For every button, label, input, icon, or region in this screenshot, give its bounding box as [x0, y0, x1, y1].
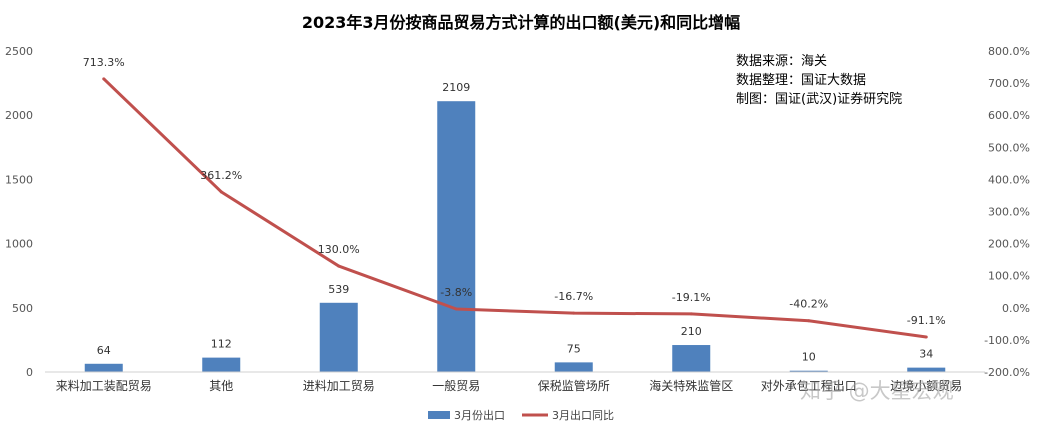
left-axis: 0 500 1000 1500 2000 2500 [5, 45, 33, 379]
bar [437, 101, 476, 372]
x-axis-tick-label: 一般贸易 [432, 378, 480, 393]
line-point [572, 311, 576, 315]
right-axis-tick-label: 600.0% [988, 109, 1030, 122]
bar-data-label: 539 [328, 283, 349, 296]
x-axis: 来料加工装配贸易 其他 进料加工贸易 一般贸易 保税监管场所 海关特殊监管区 对外承包工程出… [45, 371, 985, 393]
line-data-label: 130.0% [318, 243, 360, 256]
right-axis-tick-label: 700.0% [988, 77, 1030, 90]
line-data-label: 361.2% [200, 169, 242, 182]
line-series [102, 77, 928, 339]
source-notes: 数据来源：海关 数据整理：国证大数据 制图：国证(武汉)证券研究院 [736, 52, 902, 109]
bar [672, 345, 711, 372]
bar-data-label: 2109 [442, 81, 470, 94]
right-axis-tick-label: 0.0% [1002, 302, 1030, 315]
bar [202, 357, 241, 372]
source-note-1: 数据来源：海关 [736, 54, 828, 69]
bar-data-label: 34 [919, 348, 933, 361]
bar-data-labels: 64 112 539 2109 75 210 10 34 [97, 81, 934, 364]
line-data-label: -3.8% [440, 286, 472, 299]
left-axis-tick-label: 1500 [5, 173, 33, 186]
x-axis-tick-label: 保税监管场所 [538, 378, 610, 393]
line-point [219, 190, 223, 194]
legend-label-line: 3月出口同比 [552, 408, 614, 422]
line-point [337, 264, 341, 268]
bar-data-label: 75 [567, 342, 581, 355]
bar-data-label: 210 [681, 325, 702, 338]
right-axis: -200.0% -100.0% 0.0% 100.0% 200.0% 300.0% 400.… [984, 45, 1030, 379]
right-axis-tick-label: 300.0% [988, 206, 1030, 219]
x-axis-tick-label: 其他 [209, 379, 233, 393]
bar-data-label: 64 [97, 344, 111, 357]
right-axis-tick-label: 200.0% [988, 238, 1030, 251]
bar [319, 302, 358, 372]
watermark-text: 知乎 @大星宏观 [800, 379, 954, 403]
line-path [102, 77, 927, 339]
bar [84, 363, 123, 372]
legend: 3月份出口 3月出口同比 [428, 408, 614, 422]
right-axis-tick-label: 800.0% [988, 45, 1030, 58]
line-data-label: -16.7% [554, 290, 593, 303]
line-point [807, 319, 811, 323]
left-axis-tick-label: 2500 [5, 45, 33, 58]
right-axis-tick-label: 400.0% [988, 173, 1030, 186]
line-data-label: 713.3% [83, 56, 125, 69]
bar [789, 370, 828, 372]
x-axis-tick-label: 来料加工装配贸易 [56, 379, 152, 393]
bar-series [84, 101, 946, 372]
line-data-label: -91.1% [907, 314, 946, 327]
line-data-label: -40.2% [789, 298, 828, 311]
legend-label-bar: 3月份出口 [454, 408, 505, 422]
left-axis-tick-label: 2000 [5, 109, 33, 122]
line-point [924, 335, 928, 339]
left-axis-tick-label: 0 [26, 366, 33, 379]
source-note-3: 制图：国证(武汉)证券研究院 [736, 92, 903, 107]
line-point [454, 307, 458, 311]
source-note-2: 数据整理：国证大数据 [736, 73, 867, 88]
line-data-label: -19.1% [672, 291, 711, 304]
bar-data-label: 112 [211, 338, 232, 351]
x-axis-tick-label: 对外承包工程出口 [761, 378, 857, 393]
left-axis-tick-label: 500 [12, 302, 33, 315]
left-axis-tick-label: 1000 [5, 238, 33, 251]
bar-data-label: 10 [802, 351, 816, 364]
right-axis-tick-label: -200.0% [984, 366, 1030, 379]
x-axis-tick-label: 进料加工贸易 [303, 379, 375, 393]
line-point [102, 77, 106, 81]
line-data-labels: 713.3% 361.2% 130.0% -3.8% -16.7% -19.1% -40.2… [83, 56, 946, 327]
x-axis-tick-label: 海关特殊监管区 [649, 378, 733, 393]
right-axis-tick-label: 100.0% [988, 270, 1030, 283]
legend-swatch-bar [428, 411, 450, 419]
right-axis-tick-label: -100.0% [984, 334, 1030, 347]
bar [907, 367, 946, 372]
bar [554, 362, 593, 372]
right-axis-tick-label: 500.0% [988, 141, 1030, 154]
x-axis-tick-label: 边境小额贸易 [890, 378, 962, 393]
chart-title: 2023年3月份按商品贸易方式计算的出口额(美元)和同比增幅 [302, 13, 740, 32]
line-point [689, 312, 693, 316]
